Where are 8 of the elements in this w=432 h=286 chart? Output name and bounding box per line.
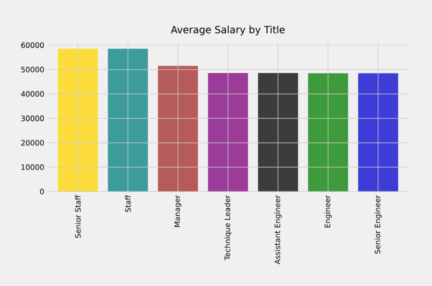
bar: [158, 66, 198, 192]
bar: [358, 73, 398, 192]
bar: [208, 73, 248, 192]
bar: [58, 48, 98, 192]
bar: [308, 73, 348, 192]
bar: [258, 73, 298, 192]
chart-title: Average Salary by Title: [170, 26, 285, 36]
bar: [108, 48, 148, 192]
